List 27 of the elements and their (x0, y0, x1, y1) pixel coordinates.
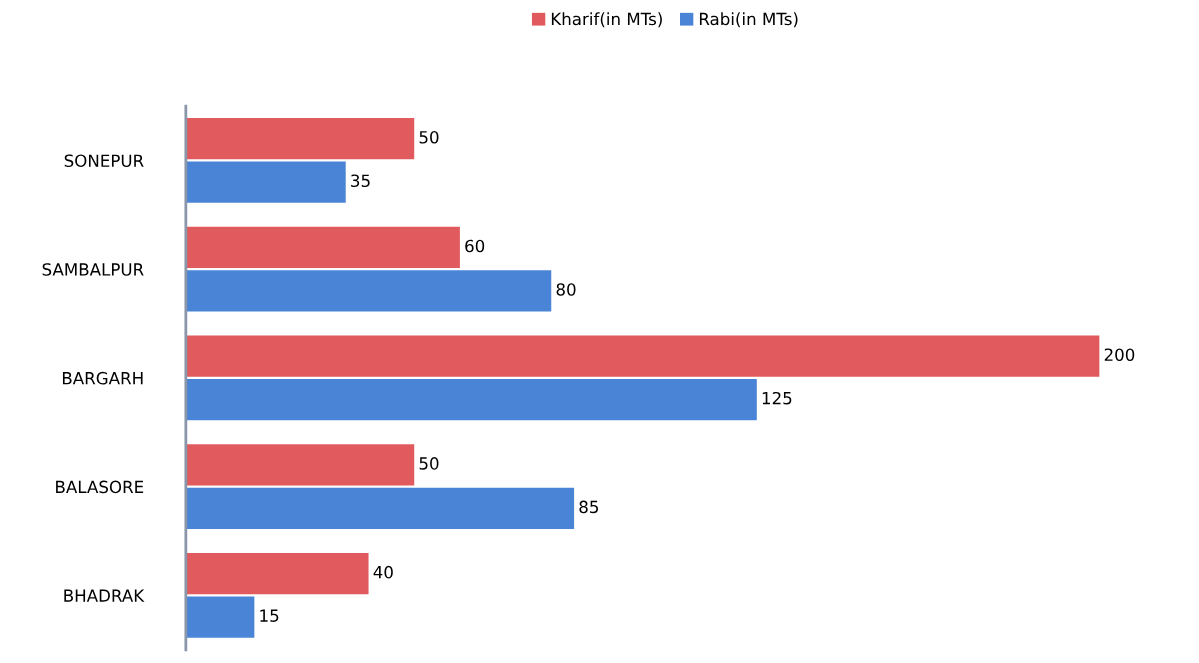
data-label: 85 (579, 500, 599, 514)
data-label: 50 (419, 130, 439, 144)
bar (185, 444, 415, 486)
bar (185, 487, 575, 530)
data-label: 125 (762, 391, 792, 405)
bar (185, 379, 757, 421)
y-tick-label: BHADRAK (64, 589, 145, 602)
data-label: 60 (465, 239, 485, 253)
bar (185, 226, 460, 269)
legend-label: Kharif(in MTs) (551, 12, 662, 28)
data-label: 40 (373, 565, 393, 579)
bar (185, 270, 552, 312)
bar (185, 596, 255, 638)
y-tick-label: SAMBALPUR (42, 263, 144, 276)
y-tick-label: SONEPUR (64, 154, 144, 168)
data-label: 200 (1104, 348, 1135, 361)
bar (185, 552, 369, 595)
bar (185, 118, 415, 160)
y-tick-label: BARGARH (62, 371, 143, 385)
data-label: 50 (419, 457, 439, 470)
bar (185, 161, 346, 203)
data-label: 80 (556, 283, 576, 296)
y-tick-label: BALASORE (56, 480, 144, 494)
data-label: 35 (351, 174, 370, 188)
bar (185, 335, 1100, 377)
data-label: 15 (260, 609, 279, 622)
legend-label: Rabi(in MTs) (699, 12, 798, 28)
